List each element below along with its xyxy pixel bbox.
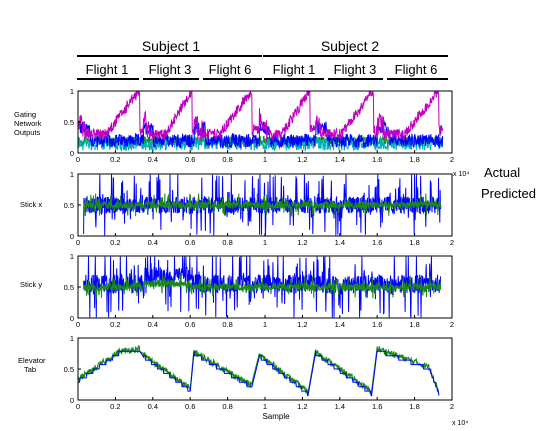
subject-label: Subject 2 — [321, 38, 380, 54]
gating-series-line — [77, 90, 444, 143]
y-tick-label: 0 — [70, 396, 74, 405]
y-tick-label: 1 — [70, 87, 74, 96]
x-tick-label: 0.8 — [222, 155, 232, 164]
x-tick-label: 0.2 — [110, 402, 120, 411]
x-multiplier-label: x 10⁴ — [452, 420, 468, 427]
predicted-series-line — [83, 193, 442, 217]
subject-label: Subject 1 — [142, 38, 201, 54]
ylabel-line: Outputs — [14, 128, 41, 137]
header: Subject 1 Subject 2 Flight 1 Flight 3 Fl… — [77, 38, 448, 80]
panel-stick-y: Stick y 0 0.2 0.4 0.6 0.8 1 1.2 1.4 1.6 1.8 2 0 0.5 1 — [20, 252, 454, 329]
y-tick-label: 0.5 — [64, 283, 74, 292]
ylabel: Stick x — [20, 200, 42, 209]
x-tick-label: 1.2 — [297, 155, 307, 164]
ylabel: Stick y — [20, 280, 42, 289]
x-tick-label: 1.2 — [297, 320, 307, 329]
flight-label: Flight 3 — [149, 62, 192, 77]
x-tick-label: 0.4 — [148, 238, 158, 247]
x-tick-label: 0.4 — [148, 320, 158, 329]
ylabel-line: Gating — [14, 110, 36, 119]
y-tick-label: 0 — [70, 314, 74, 323]
x-tick-label: 0 — [76, 320, 80, 329]
y-tick-label: 0 — [70, 149, 74, 158]
x-tick-label: 1 — [263, 238, 267, 247]
x-tick-label: 1.8 — [409, 402, 419, 411]
x-tick-label: 1.4 — [335, 320, 345, 329]
panel-stick-x: Stick x 0 0.2 0.4 0.6 0.8 1 1.2 1.4 1.6 1.8 2 0 0.5 1 — [20, 170, 454, 247]
panel-gating: Gating Network Outputs x 10⁴ 0 0.2 0.4 0.6 0… — [14, 87, 469, 178]
x-tick-label: 0.8 — [222, 320, 232, 329]
ylabel-line: Tab — [24, 365, 36, 374]
x-tick-label: 0.6 — [185, 320, 195, 329]
flight-label: Flight 6 — [395, 62, 438, 77]
x-tick-label: 2 — [450, 238, 454, 247]
plot-frame — [77, 337, 453, 401]
x-tick-label: 2 — [450, 320, 454, 329]
x-tick-label: 0.6 — [185, 402, 195, 411]
x-tick-label: 0 — [76, 402, 80, 411]
flight-label: Flight 1 — [86, 62, 129, 77]
y-tick-label: 1 — [70, 334, 74, 343]
x-tick-label: 1.8 — [409, 320, 419, 329]
x-tick-label: 1.2 — [297, 238, 307, 247]
x-tick-label: 1.8 — [409, 155, 419, 164]
x-tick-label: 0.2 — [110, 320, 120, 329]
legend: Actual Predicted — [481, 165, 536, 201]
x-tick-label: 0.2 — [110, 155, 120, 164]
legend-actual-label: Actual — [484, 165, 520, 180]
x-tick-label: 1 — [263, 155, 267, 164]
x-tick-label: 1.4 — [335, 402, 345, 411]
x-multiplier-label: x 10⁴ — [453, 171, 469, 178]
x-tick-label: 1 — [263, 320, 267, 329]
flight-label: Flight 1 — [273, 62, 316, 77]
x-tick-label: 0.4 — [148, 155, 158, 164]
y-tick-label: 1 — [70, 252, 74, 261]
x-tick-label: 0 — [76, 238, 80, 247]
x-tick-label: 1 — [263, 402, 267, 411]
xlabel: Sample — [262, 412, 290, 421]
x-tick-label: 0.6 — [185, 155, 195, 164]
flight-label: Flight 6 — [209, 62, 252, 77]
legend-predicted-label: Predicted — [481, 186, 536, 201]
x-tick-label: 2 — [450, 402, 454, 411]
x-tick-label: 0.6 — [185, 238, 195, 247]
ylabel-line: Network — [14, 119, 42, 128]
ylabel-line: Elevator — [18, 356, 46, 365]
x-tick-label: 1.8 — [409, 238, 419, 247]
x-tick-label: 1.6 — [372, 320, 382, 329]
y-tick-label: 0.5 — [64, 118, 74, 127]
x-tick-label: 1.2 — [297, 402, 307, 411]
x-tick-label: 1.4 — [335, 155, 345, 164]
flight-label: Flight 3 — [334, 62, 377, 77]
x-tick-label: 0 — [76, 155, 80, 164]
x-tick-label: 1.6 — [372, 402, 382, 411]
predicted-series-line — [77, 344, 440, 395]
x-tick-label: 0.8 — [222, 238, 232, 247]
x-tick-label: 0.8 — [222, 402, 232, 411]
x-tick-label: 1.6 — [372, 155, 382, 164]
y-tick-label: 0.5 — [64, 201, 74, 210]
x-tick-label: 2 — [450, 155, 454, 164]
x-tick-label: 1.6 — [372, 238, 382, 247]
predicted-series-line — [83, 274, 442, 299]
y-tick-label: 0.5 — [64, 365, 74, 374]
x-tick-label: 0.4 — [148, 402, 158, 411]
y-tick-label: 1 — [70, 170, 74, 179]
x-tick-label: 1.4 — [335, 238, 345, 247]
actual-series-line — [78, 350, 440, 397]
x-tick-label: 0.2 — [110, 238, 120, 247]
y-tick-label: 0 — [70, 232, 74, 241]
panel-elevator-tab: Elevator Tab 0 0.2 0.4 0.6 0.8 1 1.2 1.4 1.6 1.8 2… — [18, 334, 468, 427]
